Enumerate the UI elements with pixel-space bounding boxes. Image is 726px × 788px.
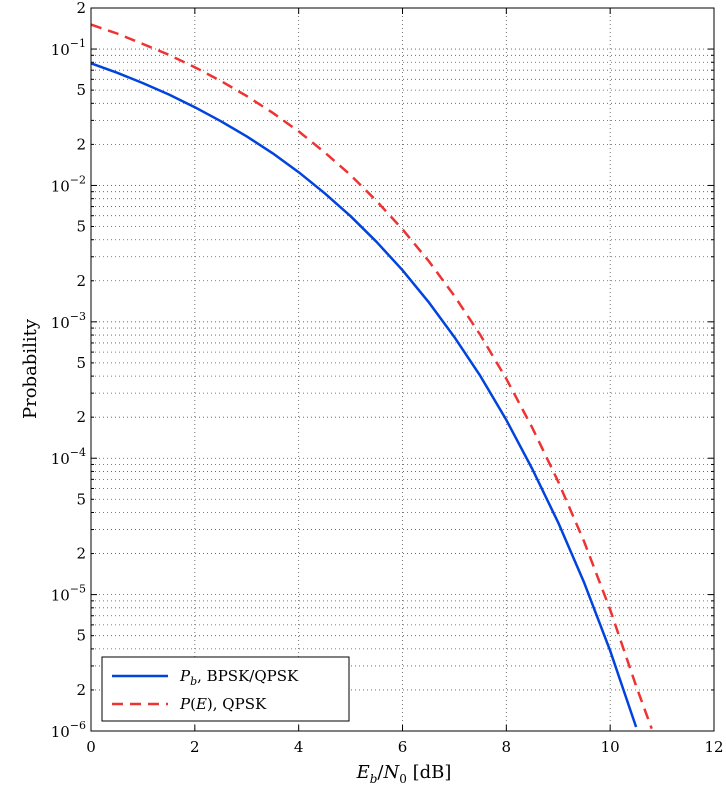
x-tick-label: 10 [601,738,620,756]
y-tick-label-minor: 5 [76,218,86,236]
y-tick-label-minor: 2 [76,545,86,563]
y-tick-label-minor: 2 [76,0,86,17]
plot-frame [90,7,715,732]
y-axis-title: Probability [20,318,41,419]
y-tick-label-minor: 2 [76,408,86,426]
tick-labels: 0 2 4 6 8 10 12 10−1 10−2 10−3 10−4 10−5 10−6 2 5 2 5 2 5 2… [51,0,724,756]
y-tick-label-minor: 2 [76,681,86,699]
x-axis-title: Eb/N0 [dB] [356,762,452,786]
y-tick-label-minor: 2 [76,272,86,290]
x-tick-label: 12 [704,738,723,756]
series [90,23,653,730]
x-tick-label: 2 [190,738,200,756]
y-tick-label-decade: 10−5 [51,583,86,605]
y-tick-label-minor: 5 [76,81,86,99]
legend-box [101,656,350,722]
y-tick-label-decade: 10−2 [51,173,86,195]
series-line-pb [90,62,638,728]
grid [91,8,714,731]
legend-label-pb: Pb, BPSK/QPSK [179,667,299,688]
y-tick-label-minor: 5 [76,490,86,508]
legend: Pb, BPSK/QPSK P(E), QPSK [101,656,350,722]
y-tick-label-minor: 2 [76,135,86,153]
x-tick-label: 4 [294,738,304,756]
x-tick-label: 6 [398,738,408,756]
legend-label-pe: P(E), QPSK [179,695,267,713]
x-tick-label: 8 [502,738,512,756]
y-tick-label-decade: 10−3 [51,310,86,332]
x-tick-label: 0 [86,738,96,756]
y-tick-label-minor: 5 [76,627,86,645]
y-tick-label-decade: 10−6 [51,719,86,741]
y-tick-label-minor: 5 [76,354,86,372]
y-tick-label-decade: 10−4 [51,446,86,468]
y-tick-label-decade: 10−1 [51,37,86,59]
